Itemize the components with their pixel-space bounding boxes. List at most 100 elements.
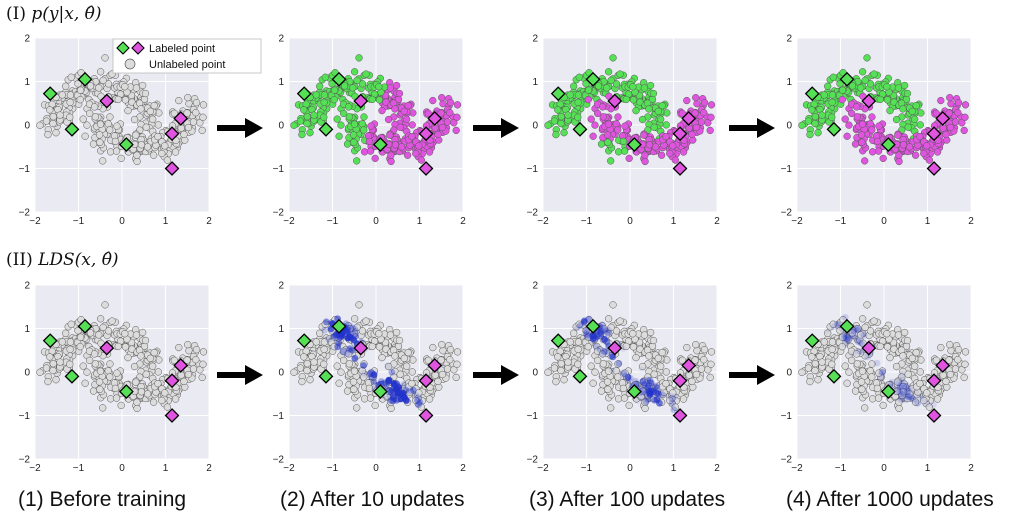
data-point <box>951 118 960 126</box>
data-point <box>961 101 970 109</box>
data-point <box>76 333 85 341</box>
labeled-point <box>418 161 434 176</box>
data-point <box>868 360 876 368</box>
data-point <box>700 356 708 364</box>
data-point <box>44 130 52 139</box>
data-point <box>132 84 141 92</box>
lds-point <box>878 369 886 376</box>
data-point <box>111 384 120 393</box>
lds-point <box>644 395 652 403</box>
data-point <box>942 130 950 139</box>
data-point <box>375 330 383 338</box>
data-point <box>62 329 70 337</box>
data-point <box>570 82 578 90</box>
y-tick-label: 0 <box>278 121 284 132</box>
data-point <box>415 142 423 150</box>
data-point <box>387 157 395 166</box>
lds-point <box>325 335 333 343</box>
data-point <box>954 109 962 117</box>
y-tick-label: 2 <box>278 34 284 45</box>
panel-r2-c4: −2 −1 0 1 2 −2 −1 0 1 2 <box>781 281 975 475</box>
data-point <box>629 343 638 351</box>
data-point <box>584 96 592 104</box>
lds-point <box>843 333 851 341</box>
lds-point <box>394 389 402 396</box>
data-point <box>851 387 860 395</box>
x-tick-label: −1 <box>73 216 85 227</box>
data-point <box>895 151 903 159</box>
data-point <box>908 354 916 362</box>
data-point <box>824 82 832 90</box>
data-point <box>375 343 384 351</box>
data-point <box>375 96 384 104</box>
data-point <box>350 385 358 393</box>
data-point <box>604 68 613 76</box>
data-point <box>700 345 709 354</box>
data-point <box>149 115 157 123</box>
lds-point <box>923 400 931 407</box>
labeled-point <box>550 86 566 102</box>
data-point <box>916 132 924 141</box>
data-point <box>663 356 671 364</box>
lds-point <box>390 380 398 388</box>
data-point <box>86 329 95 337</box>
data-point <box>437 356 445 364</box>
data-point <box>858 138 866 146</box>
data-point <box>828 360 836 368</box>
x-tick-label: −2 <box>791 216 803 227</box>
data-point <box>614 373 622 381</box>
data-point <box>584 343 592 351</box>
data-point <box>707 360 715 368</box>
y-tick-label: 0 <box>24 368 30 379</box>
lds-point <box>894 384 901 392</box>
x-tick-label: −2 <box>29 463 41 474</box>
data-point <box>56 111 64 119</box>
data-point <box>638 362 647 371</box>
data-point <box>607 404 615 412</box>
lds-point <box>667 392 675 400</box>
lds-point <box>592 343 600 351</box>
data-point <box>408 132 416 141</box>
data-point <box>417 156 426 164</box>
data-point <box>180 377 188 386</box>
lds-point <box>337 332 345 340</box>
data-point <box>650 123 658 131</box>
arrow-right-icon <box>217 365 263 385</box>
labeled-point <box>353 93 369 109</box>
lds-point <box>914 399 922 407</box>
data-point <box>828 91 837 99</box>
y-tick-label: 1 <box>278 77 284 88</box>
data-point <box>149 362 157 370</box>
labeled-point <box>173 111 189 126</box>
data-point <box>366 147 375 155</box>
labeled-point <box>572 368 588 384</box>
data-point <box>49 119 57 128</box>
data-point <box>706 126 714 135</box>
x-tick-label: 2 <box>968 463 974 474</box>
data-point <box>177 124 185 132</box>
data-point <box>863 301 871 309</box>
data-point <box>49 113 57 121</box>
lds-point <box>848 332 856 340</box>
data-point <box>679 148 688 156</box>
data-point <box>199 113 207 121</box>
lds-point <box>332 331 340 339</box>
x-tick-label: −1 <box>835 463 847 474</box>
data-point <box>320 113 328 121</box>
data-point <box>96 385 104 393</box>
labeled-point <box>880 137 896 152</box>
data-point <box>814 376 822 384</box>
lds-point <box>646 376 654 384</box>
data-point <box>349 84 357 92</box>
y-tick-label: 2 <box>278 281 284 292</box>
x-tick-label: −1 <box>835 216 847 227</box>
lds-point <box>909 395 917 403</box>
data-point <box>625 154 633 163</box>
y-tick-label: 2 <box>24 34 30 45</box>
lds-point <box>864 353 872 361</box>
data-point <box>365 137 374 146</box>
data-point <box>350 120 359 128</box>
data-point <box>599 360 608 368</box>
data-point <box>886 353 894 362</box>
data-point <box>104 120 112 128</box>
